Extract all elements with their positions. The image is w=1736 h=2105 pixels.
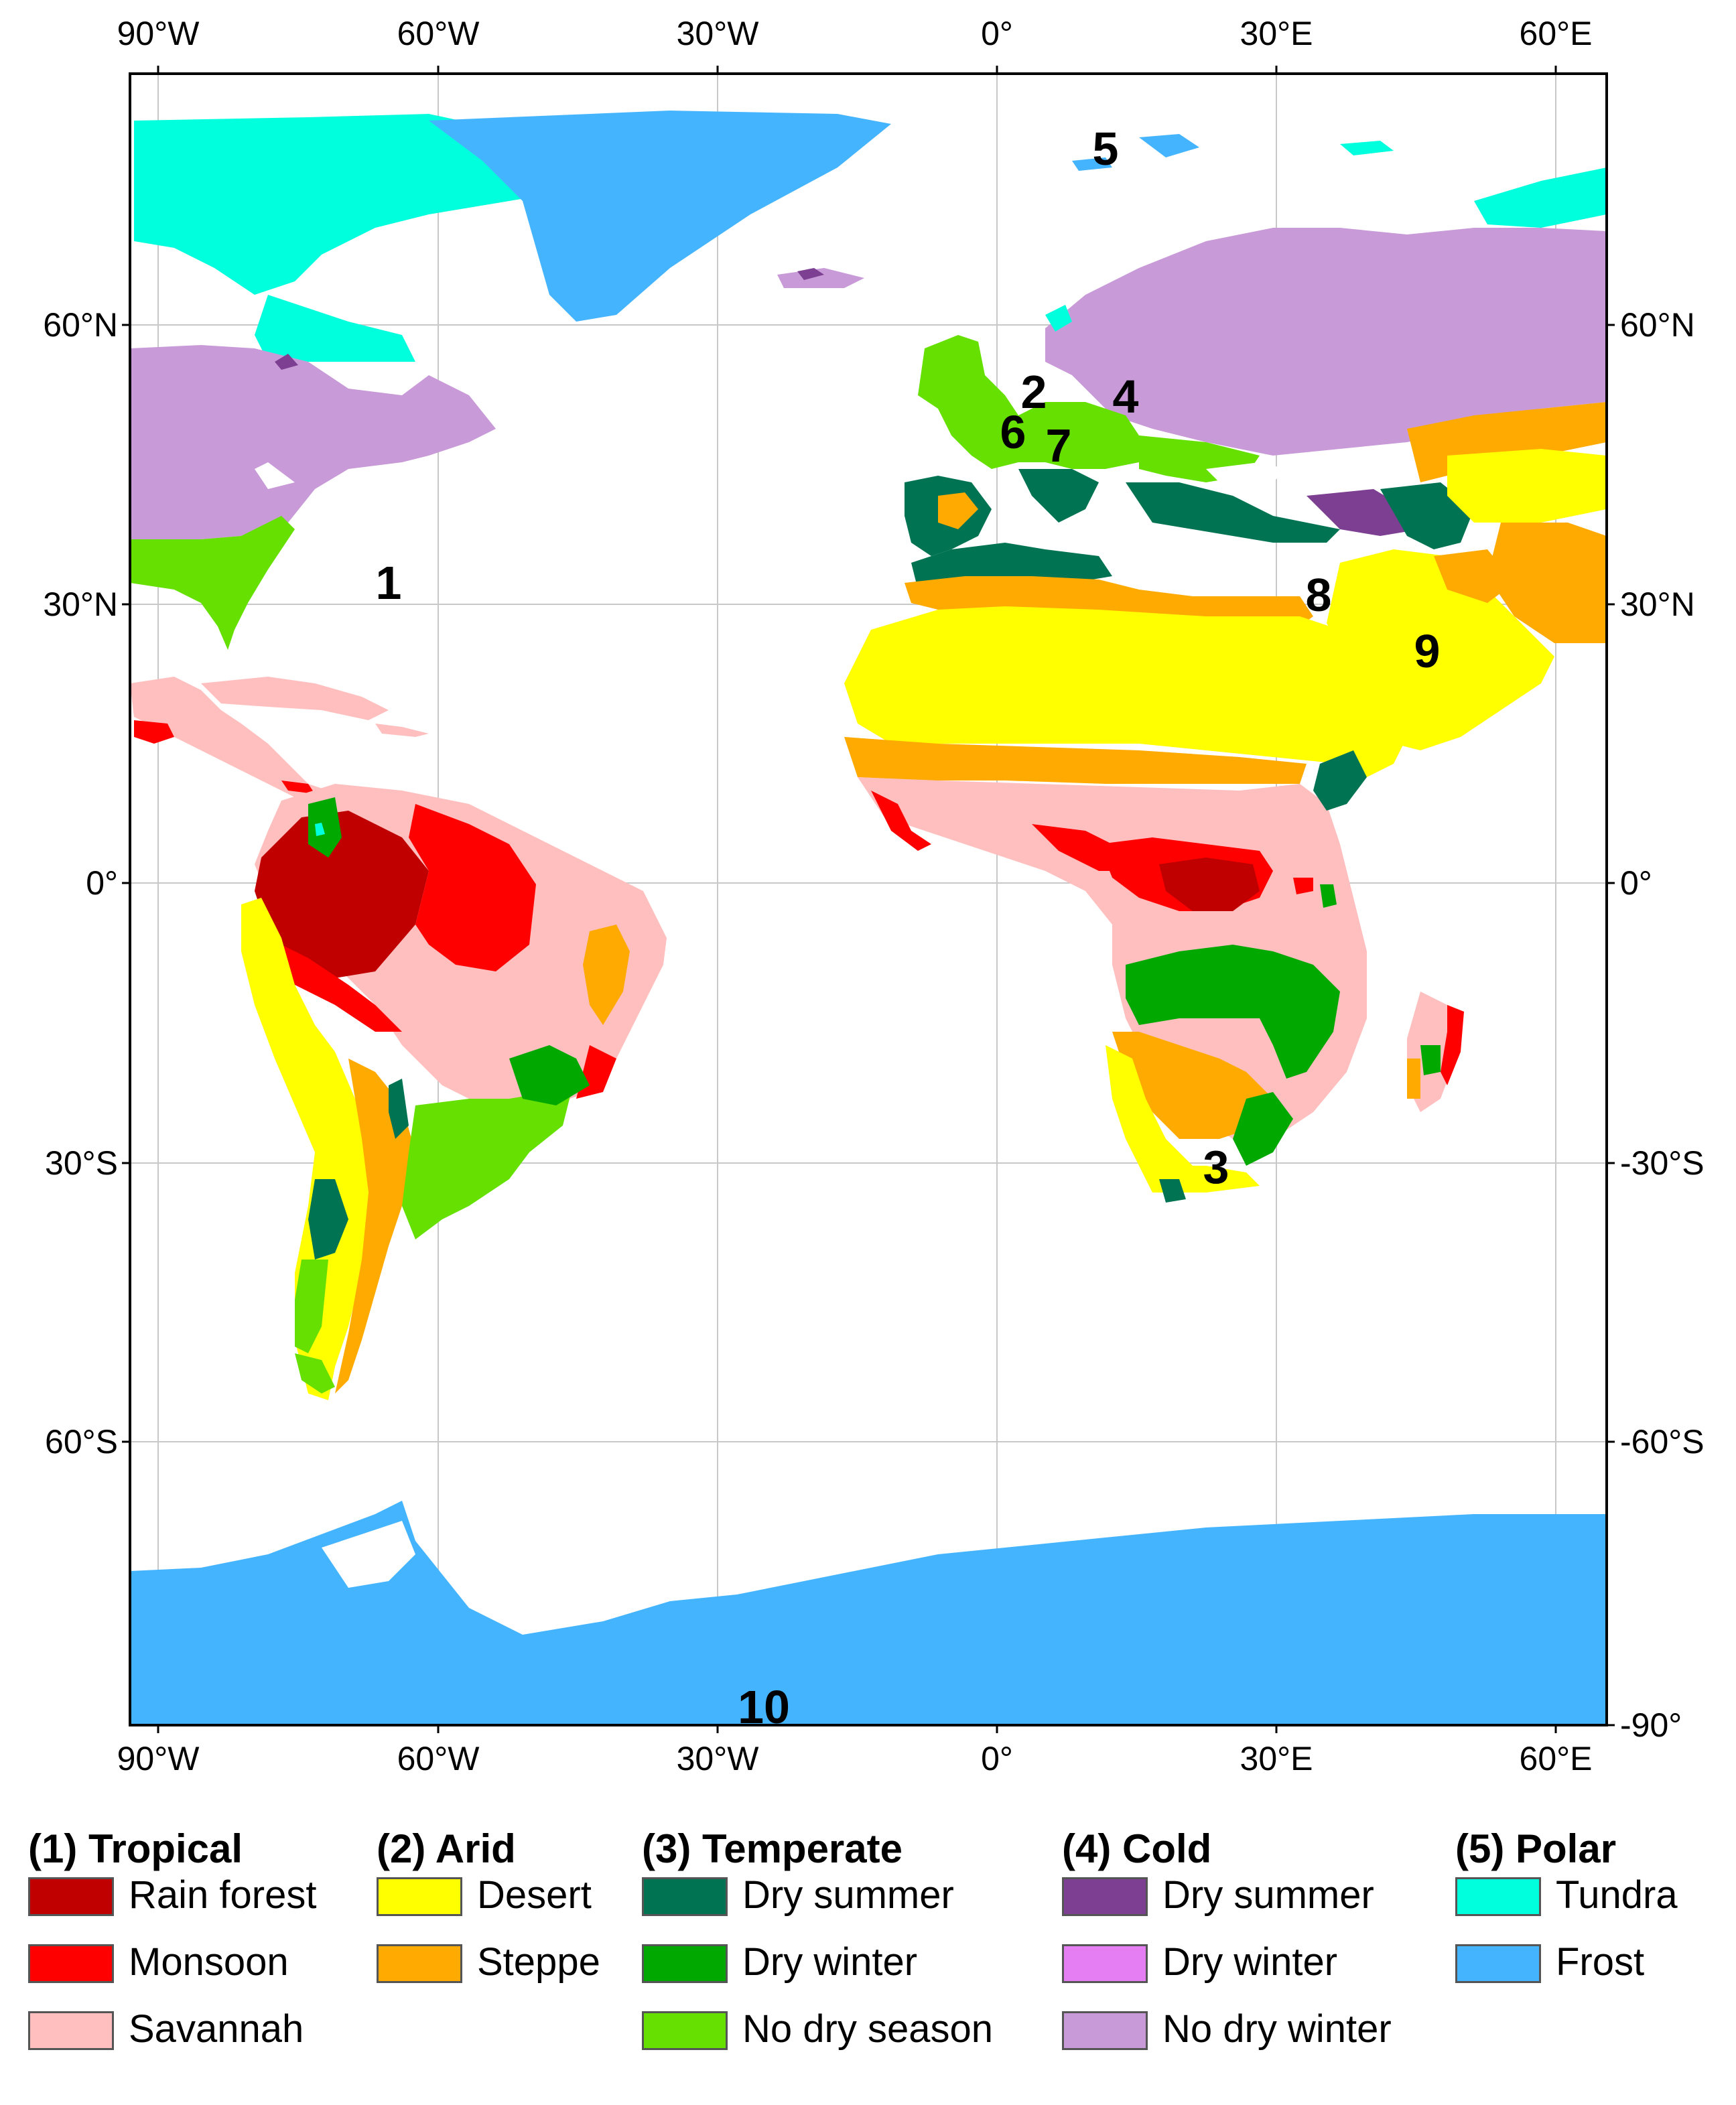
legend-item: Tundra (1455, 1876, 1678, 1944)
central-america (130, 677, 429, 811)
region-label-3: 3 (1203, 1141, 1229, 1193)
legend-swatch (377, 1944, 462, 1983)
legend-label: Desert (477, 1873, 592, 1917)
legend-label: Frost (1556, 1940, 1645, 1984)
legend-label: Savannah (129, 2007, 304, 2051)
lon-tick-bottom: 60°E (1519, 1740, 1593, 1777)
tick-marks (122, 66, 1615, 1733)
lat-tick-left: 60°N (43, 306, 118, 344)
region-label-4: 4 (1112, 370, 1139, 423)
lat-tick-right: 60°N (1620, 306, 1695, 344)
region-label-2: 2 (1020, 366, 1047, 418)
legend-item: Rain forest (28, 1876, 316, 1944)
region-label-8: 8 (1305, 569, 1332, 621)
legend-group-tropical: (1) Tropical Rain forest Monsoon Savanna… (28, 1826, 316, 2078)
lon-tick-top: 60°W (397, 15, 480, 52)
lat-tick-left: 0° (86, 864, 118, 902)
lat-tick-right: 30°N (1620, 586, 1695, 623)
region-label-9: 9 (1414, 625, 1441, 677)
region-label-6: 6 (1000, 406, 1026, 458)
lat-tick-left: 60°S (45, 1423, 118, 1461)
lat-tick-right: 0° (1620, 864, 1652, 902)
legend-group-arid: (2) Arid Desert Steppe (377, 1826, 600, 2011)
legend-group-temperate: (3) Temperate Dry summer Dry winter No d… (642, 1826, 993, 2078)
legend-title: (1) Tropical (28, 1826, 243, 1871)
map-frame (129, 72, 1608, 1726)
lon-tick-bottom: 30°E (1240, 1740, 1313, 1777)
legend-label: Dry summer (1162, 1873, 1374, 1917)
legend-title: (5) Polar (1455, 1826, 1617, 1871)
legend-swatch (1062, 2011, 1148, 2050)
madagascar (1407, 992, 1464, 1112)
legend-item: Desert (377, 1876, 592, 1944)
legend-swatch (1455, 1944, 1541, 1983)
legend-label: Dry summer (742, 1873, 954, 1917)
legend-item: Monsoon (28, 1943, 289, 2011)
lon-tick-top: 0° (981, 15, 1013, 52)
legend-label: No dry winter (1162, 2007, 1392, 2051)
legend-title: (4) Cold (1062, 1826, 1212, 1871)
legend-label: Rain forest (129, 1873, 317, 1917)
lon-tick-bottom: 0° (981, 1740, 1013, 1777)
legend-item: No dry season (642, 2010, 993, 2078)
legend-item: No dry winter (1062, 2010, 1392, 2078)
legend-label: No dry season (742, 2007, 993, 2051)
legend-swatch (377, 1877, 462, 1916)
lon-tick-top: 30°W (676, 15, 759, 52)
legend-label: Tundra (1556, 1873, 1678, 1917)
lat-tick-left: 30°N (43, 586, 118, 623)
lat-tick-left: 30°S (45, 1144, 118, 1182)
legend-swatch (642, 1877, 728, 1916)
legend-item: Savannah (28, 2010, 304, 2078)
legend-swatch (642, 1944, 728, 1983)
legend-swatch (1062, 1944, 1148, 1983)
region-label-1: 1 (375, 557, 402, 609)
legend-swatch (1455, 1877, 1541, 1916)
legend-item: Dry summer (1062, 1876, 1374, 1944)
region-label-5: 5 (1092, 123, 1119, 175)
south-america (241, 784, 667, 1400)
legend-swatch (1062, 1877, 1148, 1916)
region-label-10: 10 (738, 1681, 790, 1733)
legend-swatch (28, 1944, 114, 1983)
lat-tick-right: -30°S (1620, 1144, 1705, 1182)
legend-label: Monsoon (129, 1940, 289, 1984)
legend-group-polar: (5) Polar Tundra Frost (1455, 1826, 1678, 2011)
north-america (130, 345, 496, 650)
legend-swatch (28, 2011, 114, 2050)
climate-map (122, 66, 1615, 1733)
lon-tick-top: 90°W (117, 15, 200, 52)
europe-russia (905, 228, 1607, 643)
legend-item: Frost (1455, 1943, 1644, 2011)
legend-title: (2) Arid (377, 1826, 516, 1871)
legend-group-cold: (4) Cold Dry summer Dry winter No dry wi… (1062, 1826, 1392, 2078)
lon-tick-bottom: 30°W (676, 1740, 759, 1777)
legend-swatch (642, 2011, 728, 2050)
legend-label: Steppe (477, 1940, 600, 1984)
legend-item: Steppe (377, 1943, 600, 2011)
legend-label: Dry winter (742, 1940, 918, 1984)
lon-tick-bottom: 90°W (117, 1740, 200, 1777)
region-label-7: 7 (1045, 419, 1072, 472)
legend-item: Dry winter (642, 1943, 917, 2011)
antarctica (130, 1501, 1607, 1725)
greenland (134, 111, 1607, 362)
legend-title: (3) Temperate (642, 1826, 903, 1871)
lon-tick-top: 30°E (1240, 15, 1313, 52)
africa (844, 543, 1407, 1203)
lat-tick-right: -60°S (1620, 1423, 1705, 1461)
lon-tick-top: 60°E (1519, 15, 1593, 52)
lon-tick-bottom: 60°W (397, 1740, 480, 1777)
legend-label: Dry winter (1162, 1940, 1338, 1984)
arabia (1327, 549, 1554, 750)
lat-tick-right: -90° (1620, 1706, 1682, 1744)
legend-item: Dry summer (642, 1876, 954, 1944)
legend: (1) Tropical Rain forest Monsoon Savanna… (0, 1829, 1736, 2105)
legend-item: Dry winter (1062, 1943, 1337, 2011)
legend-swatch (28, 1877, 114, 1916)
